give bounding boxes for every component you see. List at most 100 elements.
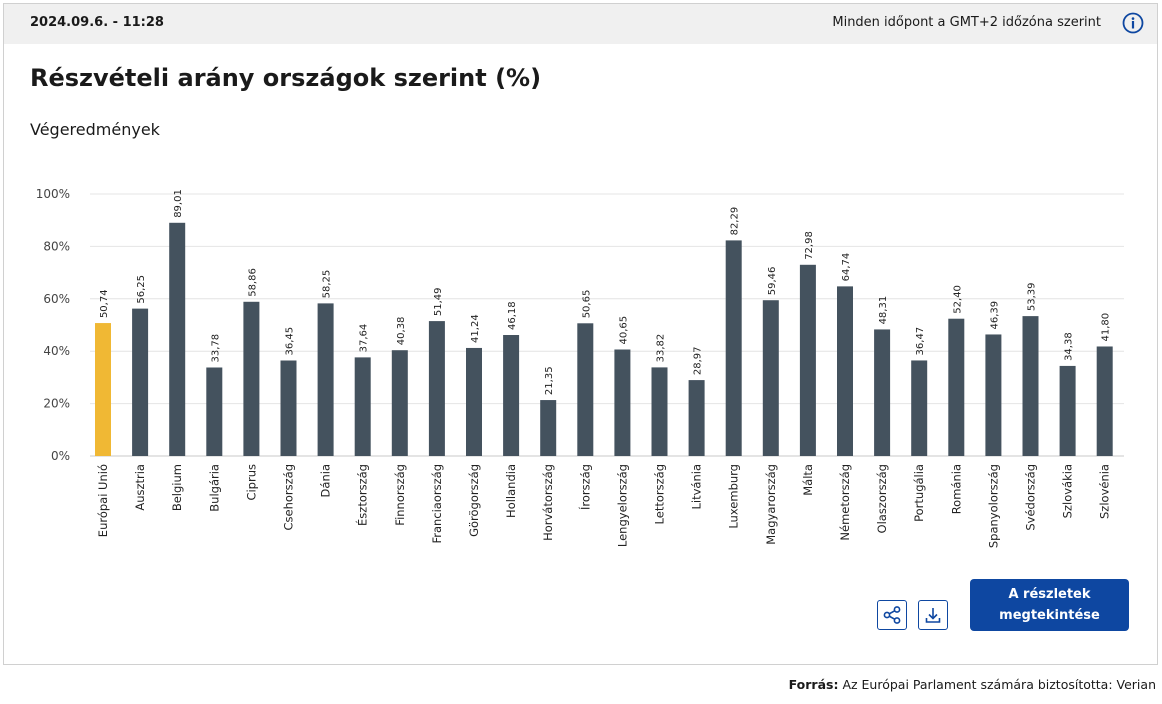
bar (837, 286, 853, 456)
category-label: Lengyelország (615, 464, 629, 547)
value-label: 89,01 (173, 189, 184, 218)
value-label: 36,47 (915, 327, 926, 356)
category-label: Hollandia (504, 464, 518, 518)
bar (391, 350, 408, 456)
value-label: 28,97 (693, 346, 704, 375)
category-label: Szlovákia (1061, 464, 1075, 518)
source-note: Forrás: Az Európai Parlament számára biz… (789, 677, 1156, 692)
bar (317, 303, 334, 456)
category-label: Portugália (912, 464, 926, 522)
bar (1096, 346, 1113, 456)
value-label: 72,98 (804, 231, 815, 260)
category-label: Spanyolország (986, 464, 1000, 548)
bar (503, 335, 520, 456)
bar (948, 318, 965, 456)
bar (132, 308, 149, 456)
category-label: Európai Unió (96, 464, 110, 537)
value-label: 46,18 (507, 301, 518, 330)
bar (651, 367, 668, 456)
download-button[interactable] (918, 600, 948, 630)
value-label: 33,78 (210, 334, 221, 363)
bar (985, 334, 1002, 456)
value-label: 50,65 (581, 290, 592, 319)
bar (1022, 316, 1039, 456)
category-label: Olaszország (875, 464, 889, 533)
category-label: Litvánia (690, 464, 704, 510)
category-label: Ausztria (133, 464, 147, 511)
share-button[interactable] (877, 600, 907, 630)
category-label: Csehország (282, 464, 296, 531)
chart-subtitle: Végeredmények (30, 120, 160, 139)
y-tick-label: 40% (43, 344, 70, 358)
category-label: Horvátország (541, 464, 555, 541)
category-label: Lettország (653, 464, 667, 524)
category-label: Görögország (467, 464, 481, 537)
value-label: 59,46 (767, 267, 778, 296)
share-icon (883, 606, 901, 624)
value-label: 52,40 (952, 285, 963, 314)
bar (911, 360, 928, 456)
timezone-note: Minden időpont a GMT+2 időzóna szerint (832, 15, 1101, 30)
top-bar: 2024.09.6. - 11:28 Minden időpont a GMT+… (4, 4, 1157, 44)
source-label: Forrás: (788, 677, 839, 692)
bar (874, 329, 891, 456)
category-label: Szlovénia (1098, 464, 1112, 519)
bar (614, 349, 631, 456)
category-label: Németország (838, 464, 852, 541)
category-label: Svédország (1024, 464, 1038, 531)
value-label: 40,65 (618, 316, 629, 345)
value-label: 58,25 (322, 270, 333, 299)
category-label: Románia (949, 464, 963, 514)
bar (688, 380, 705, 456)
value-label: 21,35 (544, 366, 555, 395)
category-label: Bulgária (207, 464, 221, 512)
category-label: Ciprus (244, 464, 258, 501)
value-label: 53,39 (1027, 282, 1038, 311)
y-tick-label: 0% (51, 449, 70, 463)
info-icon[interactable] (1122, 12, 1144, 34)
bar (354, 357, 371, 456)
view-details-button[interactable]: A részletek megtekintése (970, 579, 1129, 631)
value-label: 33,82 (656, 334, 667, 363)
value-label: 37,64 (359, 324, 370, 353)
category-label: Franciaország (430, 464, 444, 544)
y-tick-label: 100% (36, 187, 70, 201)
source-text: Az Európai Parlament számára biztosított… (842, 677, 1156, 692)
value-label: 46,39 (989, 301, 1000, 330)
category-label: Magyarország (764, 464, 778, 545)
value-label: 56,25 (136, 275, 147, 304)
value-label: 64,74 (841, 253, 852, 282)
bar (1059, 365, 1076, 456)
bar (206, 367, 223, 456)
download-icon (925, 608, 941, 623)
value-label: 41,80 (1101, 313, 1112, 342)
value-label: 34,38 (1064, 332, 1075, 361)
value-label: 58,86 (247, 268, 258, 297)
bar (577, 323, 594, 456)
bar (466, 347, 482, 456)
y-tick-label: 20% (43, 397, 70, 411)
category-label: Írország (577, 464, 592, 510)
bar (243, 301, 260, 456)
value-label: 48,31 (878, 296, 889, 325)
category-label: Luxemburg (727, 464, 741, 529)
value-label: 82,29 (730, 207, 741, 236)
value-label: 40,38 (396, 317, 407, 346)
bar (725, 240, 742, 456)
bar (95, 323, 111, 456)
timestamp: 2024.09.6. - 11:28 (30, 15, 164, 30)
value-label: 41,24 (470, 314, 481, 343)
value-label: 36,45 (285, 327, 296, 356)
chart-card: 2024.09.6. - 11:28 Minden időpont a GMT+… (3, 3, 1158, 665)
bar (280, 360, 297, 456)
bar (428, 321, 445, 456)
bar (762, 300, 779, 456)
category-label: Málta (801, 464, 815, 496)
y-tick-label: 80% (43, 239, 70, 253)
y-tick-label: 60% (43, 292, 70, 306)
value-label: 51,49 (433, 287, 444, 316)
chart-title: Részvételi arány országok szerint (%) (30, 64, 542, 92)
category-label: Dánia (319, 464, 333, 497)
bar (540, 400, 557, 456)
